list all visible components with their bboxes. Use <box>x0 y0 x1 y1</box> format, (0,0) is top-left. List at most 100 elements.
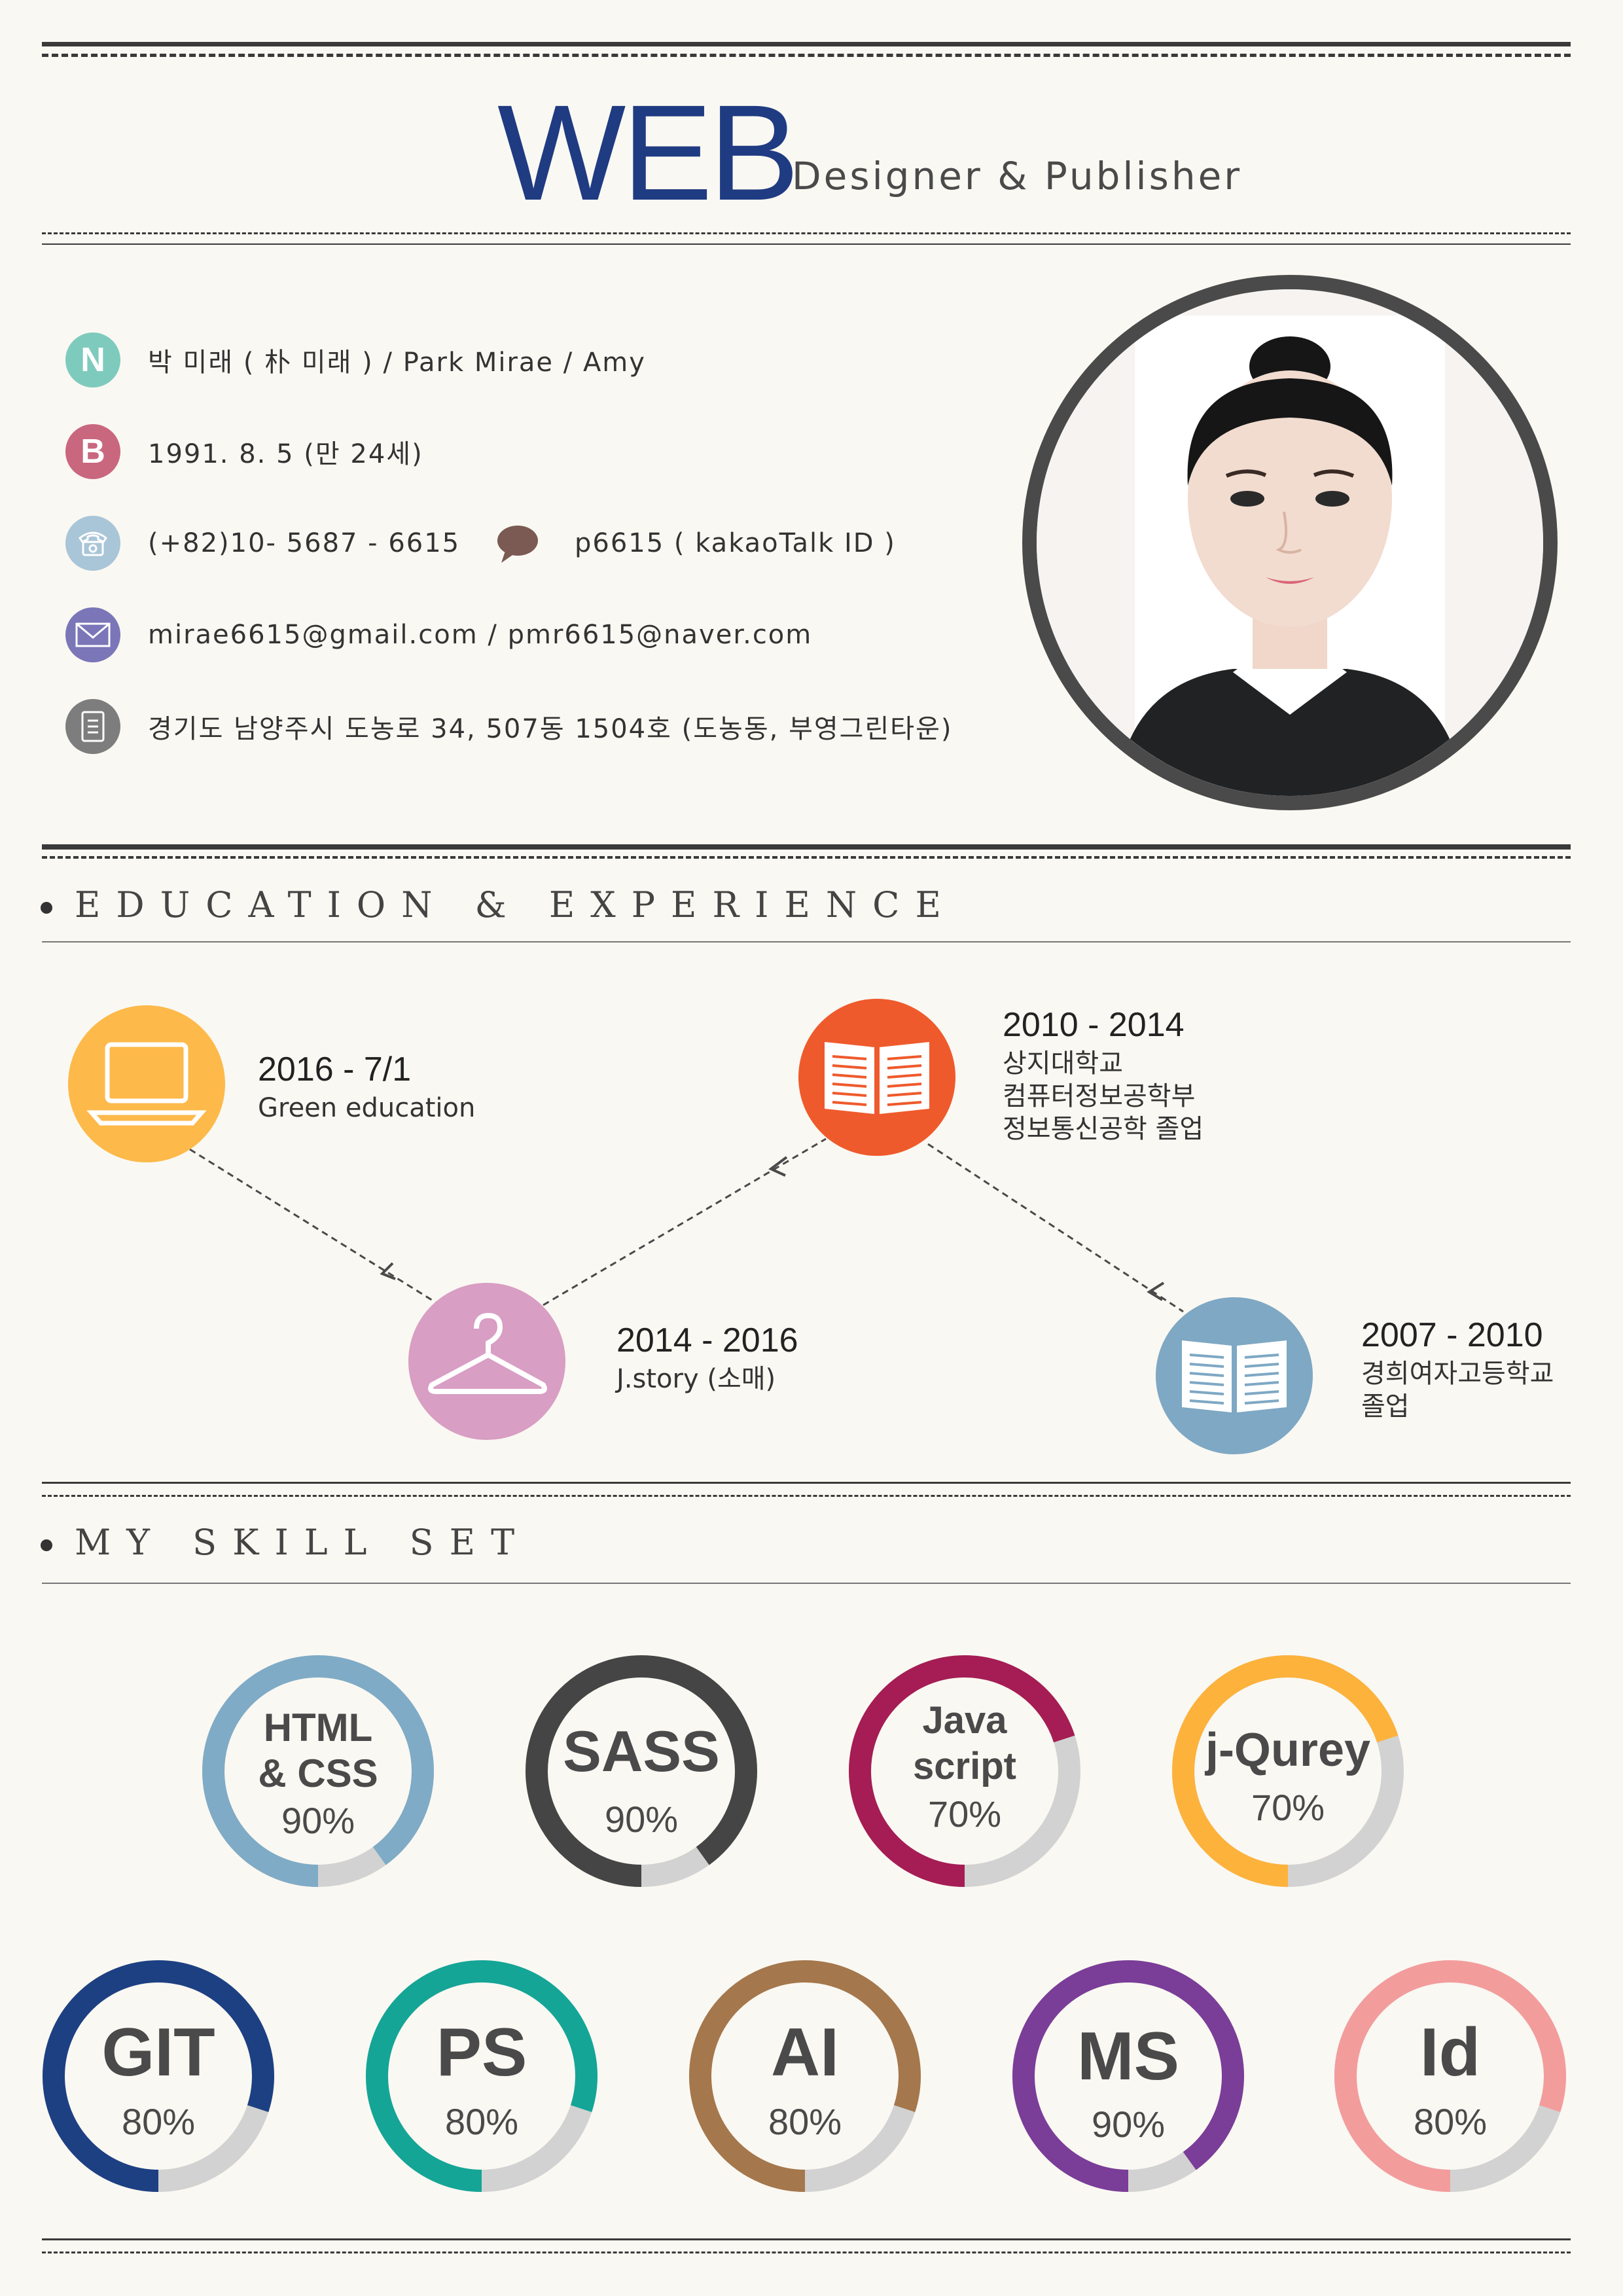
hanger-icon <box>428 1312 547 1394</box>
skill-percent: 80% <box>1413 2101 1488 2142</box>
skill-ring <box>202 1655 434 1887</box>
skills-dashed-rule <box>42 1495 1571 1497</box>
skill-label: Java <box>922 1699 1007 1742</box>
address-text: 경기도 남양주시 도농로 34, 507동 1504호 (도농동, 부영그린타운… <box>148 714 953 744</box>
education-heading-rule <box>42 941 1571 942</box>
top-dashed-rule <box>42 54 1571 57</box>
timeline-desc: 경희여자고등학교 졸업 <box>1361 1359 1554 1422</box>
education-heading: EDUCATION & EXPERIENCE <box>41 888 957 923</box>
profile-photo <box>1022 275 1558 810</box>
skill-ms: MS 90% <box>1010 1958 1246 2194</box>
skill-percent: 90% <box>604 1799 679 1840</box>
skill-ring-progress <box>202 1655 434 1887</box>
timeline-year: 2014 - 2016 <box>616 1321 798 1359</box>
skill-ps: PS 80% <box>364 1958 599 2194</box>
skill-percent: 80% <box>768 2101 842 2142</box>
bottom-dashed-rule <box>42 2251 1571 2253</box>
skill-label: PS <box>436 2015 527 2090</box>
education-top-rule <box>42 844 1571 850</box>
skill-ring-progress <box>1012 1960 1244 2192</box>
skill-ring <box>1012 1960 1244 2192</box>
skill-ring-progress <box>366 1960 597 2192</box>
phone-icon <box>65 516 120 571</box>
skill-percent: 80% <box>121 2101 196 2142</box>
timeline-year: 2010 - 2014 <box>1003 1006 1185 1044</box>
name-text: 박 미래 ( 朴 미래 ) / Park Mirae / Amy <box>148 348 646 378</box>
book-icon <box>825 1042 929 1114</box>
skill-sass: SASS 90% <box>524 1653 759 1889</box>
skill-label: script <box>913 1745 1016 1787</box>
skill-ring-progress <box>43 1960 274 2192</box>
skill-javascript: Java script 70% <box>847 1653 1082 1889</box>
skill-ring <box>43 1960 274 2192</box>
bullet-dot <box>41 902 52 914</box>
header-bottom-rule <box>42 243 1571 245</box>
skill-ring-progress <box>689 1960 921 2192</box>
timeline-year: 2007 - 2010 <box>1361 1316 1543 1354</box>
timeline-circle-kyunghee <box>1156 1297 1313 1454</box>
skill-label: MS <box>1077 2018 1179 2094</box>
skill-percent: 80% <box>444 2101 519 2142</box>
skill-git: GIT 80% <box>41 1958 276 2194</box>
timeline-circle-jstory <box>408 1283 565 1440</box>
skill-html-css: HTML & CSS 90% <box>200 1653 436 1889</box>
birth-row: B 1991. 8. 5 (만 24세) <box>65 420 423 483</box>
skill-label: HTML <box>263 1706 373 1749</box>
address-row: 경기도 남양주시 도농로 34, 507동 1504호 (도농동, 부영그린타운… <box>65 695 953 758</box>
laptop-icon <box>86 1042 207 1126</box>
skill-ring <box>1334 1960 1566 2192</box>
phone-text: (+82)10- 5687 - 6615 <box>148 528 461 558</box>
timeline-desc: J.story (소매) <box>616 1364 776 1394</box>
skill-ai: AI 80% <box>687 1958 923 2194</box>
timeline-year: 2016 - 7/1 <box>258 1050 412 1088</box>
skill-ring-progress <box>526 1655 757 1887</box>
skill-ring <box>526 1655 757 1887</box>
skill-label: Id <box>1419 2015 1481 2090</box>
name-icon: N <box>65 332 120 387</box>
page-subtitle: Designer & Publisher <box>792 154 1243 198</box>
bullet-dot <box>41 1539 52 1551</box>
skills-heading: MY SKILL SET <box>41 1525 530 1560</box>
portrait-illustration <box>1037 289 1543 796</box>
timeline-desc: 상지대학교 컴퓨터정보공학부 정보통신공학 졸업 <box>1003 1049 1204 1144</box>
skill-label: j-Qurey <box>1205 1724 1371 1776</box>
skill-percent: 90% <box>281 1800 355 1841</box>
skill-ring <box>366 1960 597 2192</box>
email-text: mirae6615@gmail.com / pmr6615@naver.com <box>148 620 813 650</box>
birthday-icon: B <box>65 424 120 479</box>
timeline-circle-sangji <box>798 999 955 1156</box>
timeline-desc: Green education <box>258 1093 476 1123</box>
bottom-rule <box>42 2238 1571 2240</box>
header-dashed-rule <box>42 232 1571 234</box>
skill-jquery: j-Qurey 70% <box>1170 1653 1406 1889</box>
skills-top-rule <box>42 1482 1571 1484</box>
timeline-connectors <box>189 1138 1184 1313</box>
skill-percent: 70% <box>927 1793 1002 1835</box>
skill-label: GIT <box>101 2015 215 2090</box>
skills-heading-rule <box>42 1583 1571 1584</box>
birth-text: 1991. 8. 5 (만 24세) <box>148 439 423 469</box>
skill-ring-progress <box>1334 1960 1566 2192</box>
skill-ring-progress <box>849 1655 1080 1887</box>
kakao-text: p6615 ( kakaoTalk ID ) <box>575 528 896 558</box>
skill-ring <box>849 1655 1080 1887</box>
name-row: N 박 미래 ( 朴 미래 ) / Park Mirae / Amy <box>65 329 646 391</box>
skill-ring <box>689 1960 921 2192</box>
skill-percent: 90% <box>1091 2104 1166 2145</box>
page-title: WEB <box>497 77 800 229</box>
email-row: mirae6615@gmail.com / pmr6615@naver.com <box>65 603 812 666</box>
skill-label: & CSS <box>258 1751 378 1795</box>
envelope-icon <box>65 607 120 662</box>
skill-label: SASS <box>563 1719 720 1784</box>
document-icon <box>65 699 120 754</box>
skill-percent: 70% <box>1251 1787 1325 1828</box>
timeline-circle-green-education <box>68 1005 225 1162</box>
kakao-row: p6615 ( kakaoTalk ID ) <box>495 512 896 575</box>
skill-ring-progress <box>1172 1655 1404 1887</box>
phone-row: (+82)10- 5687 - 6615 <box>65 512 460 575</box>
top-rule <box>42 42 1571 46</box>
book-icon <box>1182 1340 1287 1412</box>
skill-ring <box>1172 1655 1404 1887</box>
education-dashed-rule <box>42 856 1571 859</box>
chat-bubble-icon <box>497 526 538 563</box>
